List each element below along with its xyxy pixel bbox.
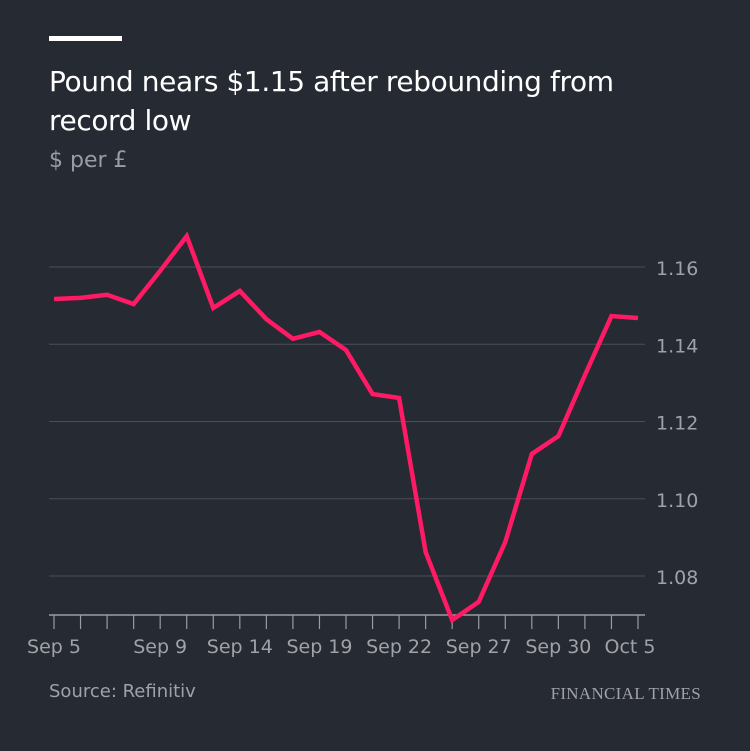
y-tick-label: 1.14	[656, 335, 698, 357]
x-tick-label: Sep 30	[525, 636, 591, 658]
source-note: Source: Refinitiv	[49, 681, 196, 702]
x-tick-label: Sep 5	[27, 636, 81, 658]
y-tick-label: 1.08	[656, 567, 698, 589]
x-tick-label: Sep 19	[286, 636, 352, 658]
chart-title: Pound nears $1.15 after rebounding from …	[49, 65, 614, 137]
brand-logo: FINANCIAL TIMES	[550, 684, 701, 703]
x-tick-label: Sep 9	[133, 636, 187, 658]
y-tick-label: 1.10	[656, 490, 698, 512]
y-tick-label: 1.12	[656, 413, 698, 435]
x-tick-label: Oct 5	[605, 636, 656, 658]
x-tick-label: Sep 14	[207, 636, 273, 658]
title-accent-bar	[49, 36, 122, 41]
chart-subtitle: $ per £	[49, 148, 128, 173]
y-tick-label: 1.16	[656, 258, 698, 280]
series-line-gbp-usd	[53, 231, 639, 624]
x-tick-label: Sep 22	[366, 636, 432, 658]
x-tick-label: Sep 27	[446, 636, 512, 658]
